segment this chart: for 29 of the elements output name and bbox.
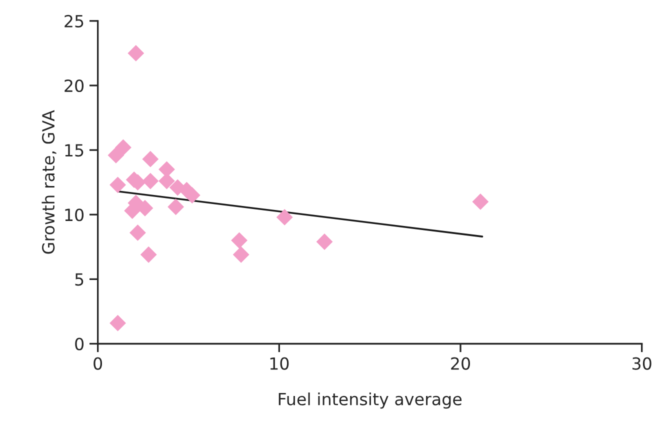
y-axis-title: Growth rate, GVA bbox=[42, 110, 56, 254]
point bbox=[140, 246, 157, 263]
x-axis-title: Fuel intensity average bbox=[278, 392, 462, 409]
y-tick-label: 10 bbox=[65, 208, 84, 222]
point bbox=[110, 314, 126, 332]
point bbox=[136, 200, 154, 216]
point bbox=[130, 224, 146, 241]
y-tick-label: 15 bbox=[65, 144, 84, 157]
point bbox=[142, 172, 159, 190]
point bbox=[142, 150, 159, 168]
y-tick-label: 5 bbox=[75, 273, 84, 286]
y-tick-label: 20 bbox=[64, 79, 84, 92]
point bbox=[110, 176, 126, 194]
y-tick-label: 0 bbox=[75, 338, 84, 350]
y-tick-label: 25 bbox=[64, 14, 84, 28]
point bbox=[108, 146, 124, 164]
point bbox=[316, 234, 333, 250]
point bbox=[184, 187, 200, 204]
point bbox=[472, 193, 489, 210]
point bbox=[231, 232, 248, 249]
point bbox=[276, 208, 293, 226]
x-tick-label: 30 bbox=[632, 357, 652, 370]
point bbox=[168, 198, 184, 216]
x-tick-label: 0 bbox=[94, 357, 102, 370]
point bbox=[232, 246, 250, 263]
point bbox=[115, 139, 132, 156]
x-tick-label: 20 bbox=[451, 357, 470, 370]
point bbox=[128, 44, 144, 62]
x-tick-label: 10 bbox=[270, 357, 289, 370]
